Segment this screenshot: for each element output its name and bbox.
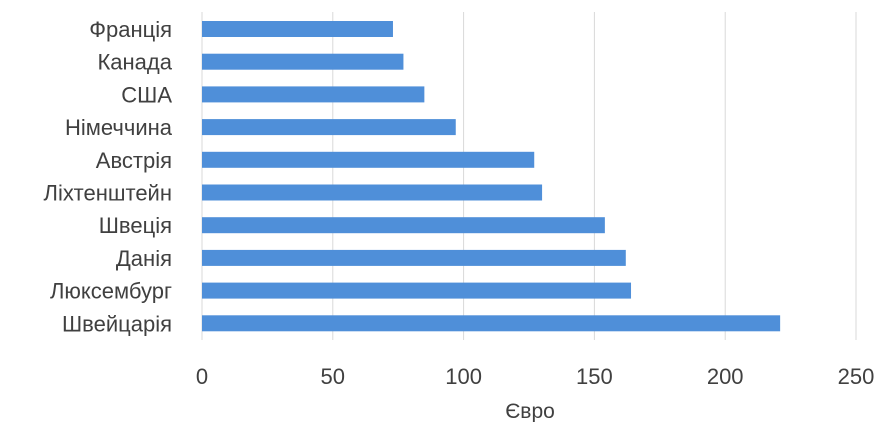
category-label: Канада (97, 50, 172, 75)
x-tick-label: 150 (576, 364, 613, 389)
bar (202, 119, 456, 136)
category-label: США (121, 82, 172, 107)
bar (202, 86, 425, 103)
x-tick-label: 0 (196, 364, 208, 389)
category-label: Ліхтенштейн (44, 181, 172, 206)
category-label: Люксембург (50, 279, 172, 304)
bars (202, 21, 781, 332)
category-label: Швеція (99, 213, 172, 238)
bar (202, 249, 626, 266)
bar (202, 282, 632, 299)
bar (202, 53, 404, 70)
bar (202, 151, 535, 168)
category-label: Швейцарія (62, 311, 172, 336)
bar (202, 184, 543, 201)
category-label: Німеччина (65, 115, 173, 140)
x-tick-labels: 0 50 100 150 200 250 (196, 364, 874, 389)
x-tick-label: 50 (321, 364, 345, 389)
bar (202, 217, 605, 234)
x-tick-label: 200 (707, 364, 744, 389)
x-tick-label: 250 (838, 364, 875, 389)
x-axis-title: Євро (505, 400, 555, 422)
category-label: Франція (89, 17, 172, 42)
bar (202, 315, 781, 332)
category-label: Австрія (96, 148, 172, 173)
category-label: Данія (116, 246, 172, 271)
category-labels: Франція Канада США Німеччина Австрія Ліхтеншт… (44, 17, 173, 336)
x-tick-label: 100 (445, 364, 482, 389)
bar (202, 21, 393, 37)
